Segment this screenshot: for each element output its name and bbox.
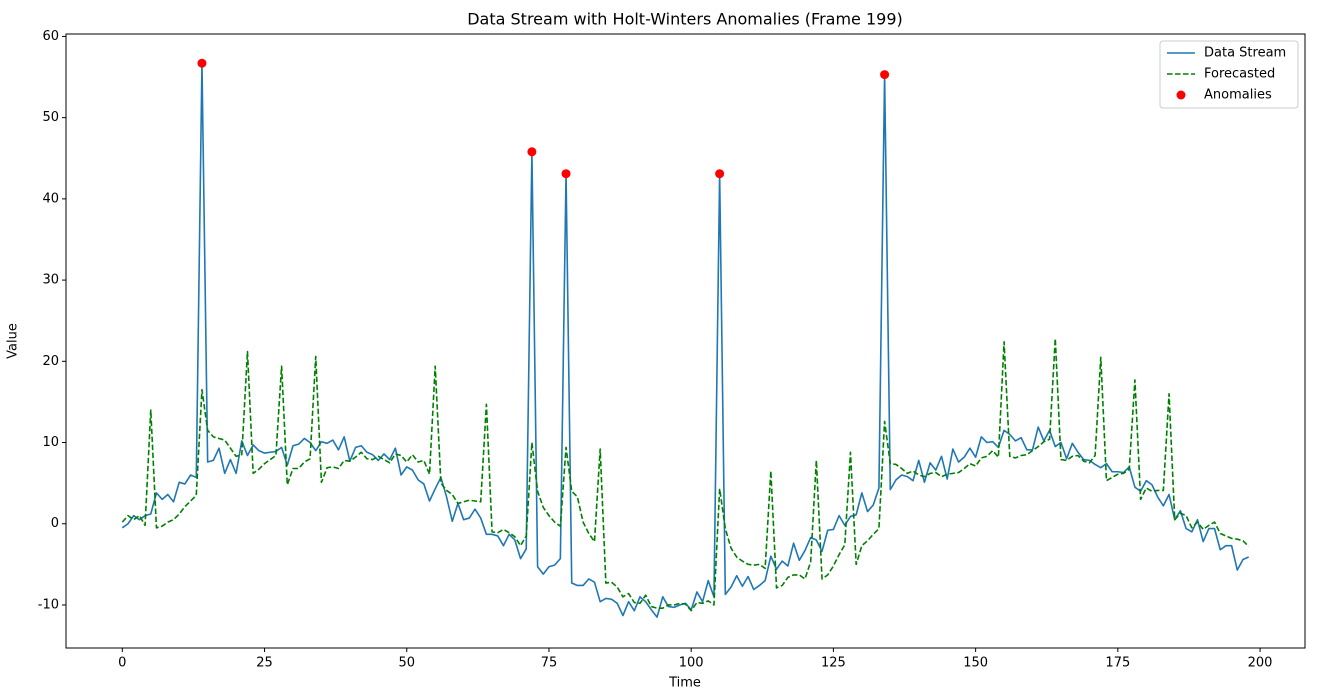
legend-box xyxy=(1159,40,1299,109)
x-axis-label: Time xyxy=(668,676,701,691)
chart-title: Data Stream with Holt-Winters Anomalies … xyxy=(467,10,903,29)
anomaly-point xyxy=(197,58,207,68)
x-tick-label: 175 xyxy=(1105,656,1130,671)
x-tick-label: 150 xyxy=(963,656,988,671)
anomaly-point xyxy=(880,70,890,80)
y-axis-label: Value xyxy=(6,323,21,359)
x-tick-label: 50 xyxy=(398,656,415,671)
x-tick-label: 100 xyxy=(679,656,704,671)
anomaly-point xyxy=(561,169,571,179)
legend-label: Forecasted xyxy=(1204,67,1275,82)
y-tick-label: -10 xyxy=(38,597,59,612)
y-tick-label: 30 xyxy=(42,273,59,288)
x-tick-label: 0 xyxy=(118,656,126,671)
legend-label: Data Stream xyxy=(1204,46,1286,61)
legend-marker xyxy=(1176,90,1186,100)
y-tick-label: 0 xyxy=(51,516,59,531)
legend-label: Anomalies xyxy=(1204,88,1272,103)
x-tick-label: 200 xyxy=(1248,656,1273,671)
series-line xyxy=(121,62,1249,618)
y-tick-label: 50 xyxy=(42,110,59,125)
series-line xyxy=(121,337,1250,612)
y-tick-label: 20 xyxy=(42,354,59,369)
y-tick-label: 60 xyxy=(42,29,59,44)
x-tick-label: 25 xyxy=(256,656,273,671)
plot-frame xyxy=(65,33,1306,649)
y-tick-label: 10 xyxy=(42,435,59,450)
y-tick-label: 40 xyxy=(42,191,59,206)
x-tick-label: 75 xyxy=(541,656,558,671)
anomaly-point xyxy=(527,147,537,157)
x-tick-label: 125 xyxy=(821,656,846,671)
anomaly-point xyxy=(715,169,725,179)
